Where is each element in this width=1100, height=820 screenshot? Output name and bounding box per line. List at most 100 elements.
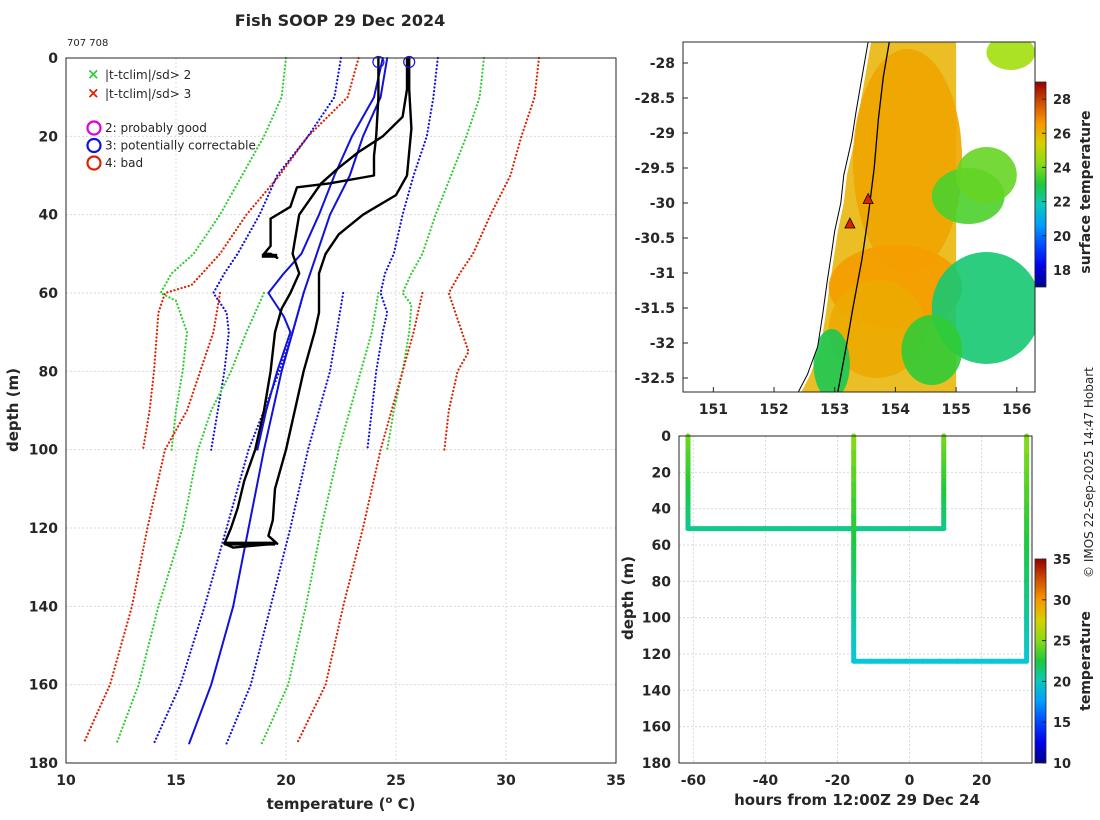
map-colorbar [1034, 81, 1047, 288]
profile-ids: 707 708 [67, 38, 108, 49]
map-cbar-tick-label: 24 [1053, 161, 1071, 176]
profile-ytick-label: 60 [39, 286, 59, 302]
profile-tick-labels: 10 15 20 25 30 35 0 20 40 60 80 100 120 140 160 180 [29, 51, 626, 789]
map-tick-labels: 151 152 153 154 155 156 -28 -28.5 -29 -29.5 -30 -30… [635, 56, 1032, 418]
profile-flag-circle [372, 55, 385, 69]
profile-ytick-label: 80 [39, 364, 59, 380]
legend-flag-circle [86, 137, 102, 154]
ts-cbar-tick-label: 20 [1053, 675, 1071, 690]
ts-tick-labels: -60 -40 -20 0 20 0 20 40 60 80 100 120 140 160 180 [642, 429, 992, 789]
ts-ytick-label: 60 [652, 538, 672, 554]
map-ytick-label: -28.5 [635, 91, 675, 107]
map-cbar-tick-label: 28 [1053, 93, 1071, 108]
ts-ytick-label: 40 [652, 502, 672, 518]
profile-xtick-label: 35 [606, 773, 625, 789]
map-ship-track [837, 42, 890, 392]
map-land [683, 42, 869, 392]
map-ytick-label: -30.5 [635, 231, 675, 247]
map-ytick-label: -29 [650, 126, 675, 142]
map-xtick-label: 155 [941, 402, 970, 418]
profile-xtick-label: 30 [496, 773, 516, 789]
map-xtick-label: 153 [820, 402, 849, 418]
map-xtick-label: 151 [699, 402, 728, 418]
ts-ytick-label: 180 [642, 756, 671, 772]
ts-casts [685, 433, 1030, 664]
ts-ytick-label: 160 [642, 720, 671, 736]
ts-xtick-label: 0 [905, 773, 915, 789]
ts-axes-box [678, 435, 1033, 764]
legend-x-label: |t-tclim|/sd> 3 [105, 87, 191, 101]
legend-x-marker: × [87, 84, 100, 102]
profile-legend: × |t-tclim|/sd> 2 × |t-tclim|/sd> 3 2: proba… [86, 65, 256, 171]
profile-xlabel-unit: C) [392, 795, 415, 813]
map-cbar-tick-label: 18 [1053, 264, 1071, 279]
ts-ytick-label: 140 [642, 683, 671, 699]
figure-title: Fish SOOP 29 Dec 2024 [235, 11, 445, 30]
legend-flag-circle [86, 120, 102, 136]
profile-ytick-label: 40 [39, 208, 59, 224]
profile-series-line [225, 291, 345, 745]
legend-x-marker: × [87, 65, 100, 83]
profile-series-line [295, 291, 424, 745]
map-ytick-label: -32 [650, 336, 675, 352]
profile-series-line [115, 291, 266, 745]
ts-xtick-label: -40 [753, 773, 779, 789]
map-drop-markers [844, 192, 874, 229]
map-ytick-label: -30 [650, 196, 676, 212]
ts-xtick-label: -60 [681, 773, 707, 789]
map-sst-patch [901, 315, 963, 385]
map-ytick-label: -29.5 [635, 161, 675, 177]
profile-series-line [141, 56, 360, 451]
profile-ytick-label: 180 [29, 756, 58, 772]
profile-series-line [223, 56, 409, 549]
ts-colorbar-ticks: 10 15 20 25 30 35 [1042, 553, 1071, 772]
ts-xtick-label: 20 [972, 773, 992, 789]
sst-map: 151 152 153 154 155 156 -28 -28.5 -29 -29.5 -30 -30… [635, 41, 1094, 418]
profile-series-line [188, 57, 389, 745]
ts-cbar-tick-label: 30 [1053, 594, 1071, 609]
ts-xtick-label: -20 [825, 773, 851, 789]
profile-ytick-label: 140 [29, 599, 58, 615]
map-cbar-tick-label: 20 [1053, 230, 1071, 245]
profile-ytick-label: 20 [39, 129, 59, 145]
profile-xtick-label: 25 [386, 773, 405, 789]
map-ytick-label: -28 [650, 56, 675, 72]
ts-cbar-tick-label: 35 [1053, 553, 1071, 568]
ts-xlabel: hours from 12:00Z 29 Dec 24 [734, 791, 980, 809]
map-sst-patch [852, 49, 963, 273]
ts-ytick-label: 120 [642, 647, 671, 663]
imos-credit: © IMOS 22-Sep-2025 14:47 Hobart [1082, 367, 1096, 578]
legend-flag-label: 3: potentially correctable [105, 139, 256, 153]
profile-series-line [159, 56, 288, 451]
ts-cbar-tick-label: 25 [1053, 635, 1071, 650]
ts-ytick-label: 20 [652, 465, 672, 481]
profile-series-line [267, 56, 413, 545]
map-xtick-label: 156 [1002, 402, 1031, 418]
ts-ytick-label: 80 [652, 574, 672, 590]
map-cbar-tick-label: 22 [1053, 196, 1071, 211]
profile-series [82, 56, 541, 745]
profile-series-line [366, 56, 439, 451]
ts-cbar-tick-label: 10 [1053, 757, 1071, 772]
profile-xtick-label: 20 [276, 773, 296, 789]
profile-flag-circle [403, 55, 416, 69]
profile-series-line [210, 56, 343, 451]
profile-ytick-label: 0 [48, 51, 58, 67]
ts-ylabel: depth (m) [619, 556, 637, 640]
profile-ytick-label: 100 [29, 443, 58, 459]
profile-xlabel-text: temperature ( [267, 795, 386, 813]
profile-ytick-label: 160 [29, 678, 58, 694]
map-colorbar-label: surface temperature [1078, 110, 1094, 273]
map-sst-patch [986, 42, 1035, 70]
ts-cbar-tick-label: 15 [1053, 716, 1071, 731]
legend-x-label: |t-tclim|/sd> 2 [105, 68, 191, 82]
map-xtick-label: 154 [881, 402, 910, 418]
profile-series-line [260, 291, 380, 745]
profile-flag-markers [372, 55, 416, 69]
map-drop-triangle [862, 192, 874, 204]
map-ytick-label: -31 [650, 266, 675, 282]
profile-series-line [256, 57, 384, 451]
legend-flag-label: 4: bad [105, 156, 143, 170]
